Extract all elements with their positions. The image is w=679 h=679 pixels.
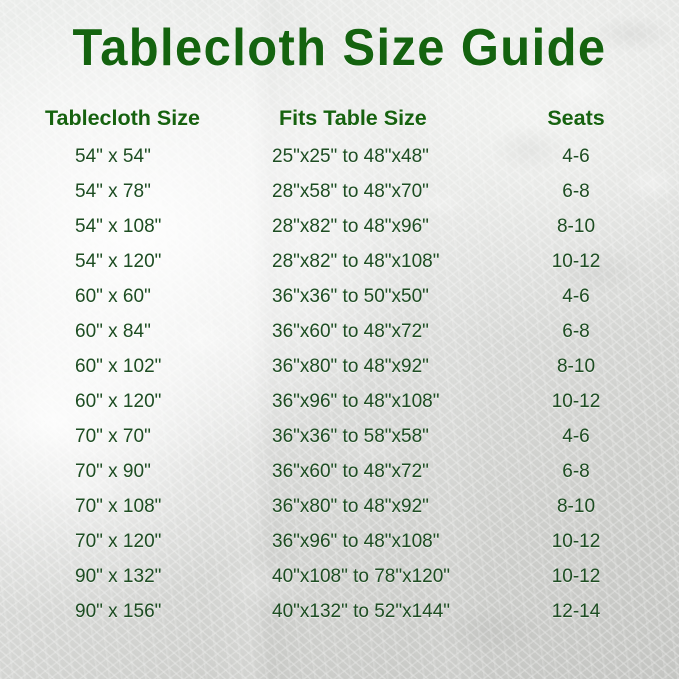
cell-fits-table-size: 28"x82" to 48"x96" — [272, 216, 429, 237]
table-row: 60" x 120" 36"x96" to 48"x108" 10-12 — [0, 391, 679, 426]
size-guide-table: Tablecloth Size Fits Table Size Seats 54… — [0, 106, 679, 636]
table-row: 70" x 120" 36"x96" to 48"x108" 10-12 — [0, 531, 679, 566]
table-body: 54" x 54" 25"x25" to 48"x48" 4-6 54" x 78" 2… — [0, 146, 679, 636]
cell-tablecloth-size: 54" x 108" — [75, 216, 162, 237]
cell-tablecloth-size: 90" x 132" — [75, 566, 162, 587]
cell-fits-table-size: 40"x132" to 52"x144" — [272, 601, 451, 622]
cell-fits-table-size: 25"x25" to 48"x48" — [272, 146, 429, 167]
cell-fits-table-size: 36"x36" to 50"x50" — [272, 286, 429, 307]
table-row: 54" x 78" 28"x58" to 48"x70" 6-8 — [0, 181, 679, 216]
cell-tablecloth-size: 54" x 78" — [75, 181, 151, 202]
cell-seats: 10-12 — [551, 566, 601, 587]
cell-seats: 4-6 — [562, 286, 590, 307]
cell-tablecloth-size: 54" x 120" — [75, 251, 162, 272]
cell-fits-table-size: 28"x82" to 48"x108" — [272, 251, 440, 272]
cell-tablecloth-size: 70" x 90" — [75, 461, 151, 482]
cell-seats: 4-6 — [562, 426, 590, 447]
cell-tablecloth-size: 90" x 156" — [75, 601, 162, 622]
cell-seats: 6-8 — [562, 461, 590, 482]
cell-tablecloth-size: 54" x 54" — [75, 146, 151, 167]
cell-tablecloth-size: 70" x 120" — [75, 531, 162, 552]
cell-fits-table-size: 36"x80" to 48"x92" — [272, 356, 429, 377]
cell-tablecloth-size: 60" x 60" — [75, 286, 151, 307]
cell-fits-table-size: 36"x36" to 58"x58" — [272, 426, 429, 447]
column-header-tablecloth-size: Tablecloth Size — [45, 106, 200, 130]
table-row: 90" x 156" 40"x132" to 52"x144" 12-14 — [0, 601, 679, 636]
cell-seats: 4-6 — [562, 146, 590, 167]
cell-seats: 10-12 — [551, 531, 601, 552]
table-row: 54" x 54" 25"x25" to 48"x48" 4-6 — [0, 146, 679, 181]
cell-tablecloth-size: 60" x 102" — [75, 356, 162, 377]
table-row: 54" x 108" 28"x82" to 48"x96" 8-10 — [0, 216, 679, 251]
column-header-fits-table-size: Fits Table Size — [279, 106, 427, 130]
cell-seats: 6-8 — [562, 181, 590, 202]
cell-seats: 10-12 — [551, 391, 601, 412]
table-header-row: Tablecloth Size Fits Table Size Seats — [0, 106, 679, 146]
table-row: 60" x 84" 36"x60" to 48"x72" 6-8 — [0, 321, 679, 356]
table-row: 70" x 108" 36"x80" to 48"x92" 8-10 — [0, 496, 679, 531]
table-row: 90" x 132" 40"x108" to 78"x120" 10-12 — [0, 566, 679, 601]
table-row: 60" x 102" 36"x80" to 48"x92" 8-10 — [0, 356, 679, 391]
cell-fits-table-size: 40"x108" to 78"x120" — [272, 566, 451, 587]
cell-tablecloth-size: 70" x 108" — [75, 496, 162, 517]
table-row: 60" x 60" 36"x36" to 50"x50" 4-6 — [0, 286, 679, 321]
cell-tablecloth-size: 60" x 120" — [75, 391, 162, 412]
column-header-seats: Seats — [547, 106, 605, 130]
cell-seats: 10-12 — [551, 251, 601, 272]
cell-fits-table-size: 36"x80" to 48"x92" — [272, 496, 429, 517]
table-row: 70" x 70" 36"x36" to 58"x58" 4-6 — [0, 426, 679, 461]
cell-seats: 8-10 — [556, 356, 596, 377]
cell-tablecloth-size: 70" x 70" — [75, 426, 151, 447]
cell-fits-table-size: 36"x96" to 48"x108" — [272, 531, 440, 552]
page-title: Tablecloth Size Guide — [72, 19, 607, 77]
cell-seats: 12-14 — [551, 601, 601, 622]
cell-tablecloth-size: 60" x 84" — [75, 321, 151, 342]
cell-seats: 6-8 — [562, 321, 590, 342]
cell-fits-table-size: 36"x60" to 48"x72" — [272, 321, 429, 342]
table-row: 54" x 120" 28"x82" to 48"x108" 10-12 — [0, 251, 679, 286]
cell-fits-table-size: 36"x96" to 48"x108" — [272, 391, 440, 412]
table-row: 70" x 90" 36"x60" to 48"x72" 6-8 — [0, 461, 679, 496]
cell-fits-table-size: 36"x60" to 48"x72" — [272, 461, 429, 482]
cell-seats: 8-10 — [556, 496, 596, 517]
cell-seats: 8-10 — [556, 216, 596, 237]
cell-fits-table-size: 28"x58" to 48"x70" — [272, 181, 429, 202]
